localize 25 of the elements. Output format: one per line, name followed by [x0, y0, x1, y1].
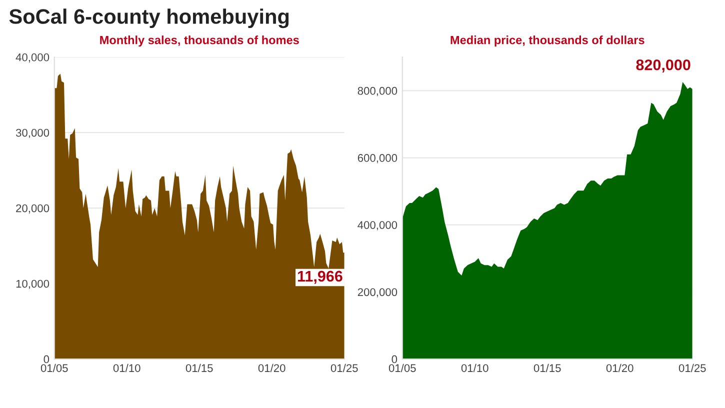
y-tick-label: 600,000	[358, 154, 398, 164]
y-tick-label: 200,000	[358, 288, 398, 298]
y-tick-label: 0	[392, 355, 398, 364]
x-tick-label: 01/25	[678, 364, 706, 372]
y-tick-label: 400,000	[358, 221, 398, 230]
y-tick-label: 40,000	[16, 53, 50, 63]
chart-subtitle: Monthly sales, thousands of homes	[100, 36, 299, 47]
x-tick-label: 01/15	[534, 364, 561, 372]
y-tick-label: 20,000	[16, 204, 50, 214]
x-tick-label: 01/20	[606, 364, 634, 372]
y-tick-label: 0	[44, 355, 50, 364]
x-tick-label: 01/05	[40, 364, 68, 372]
chart-title: SoCal 6-county homebuying	[9, 8, 289, 28]
x-tick-label: 01/05	[388, 364, 416, 372]
x-tick-label: 01/15	[186, 364, 213, 372]
annotation: 820,000	[636, 59, 690, 72]
x-tick-label: 01/10	[113, 364, 140, 372]
chart-subtitle: Median price, thousands of dollars	[450, 36, 644, 47]
annotation: 11,966	[298, 270, 342, 284]
x-tick-label: 01/20	[258, 364, 286, 372]
y-tick-label: 800,000	[358, 86, 398, 96]
x-tick-label: 01/25	[330, 364, 358, 372]
x-tick-label: 01/10	[461, 364, 488, 372]
y-tick-label: 30,000	[16, 128, 50, 138]
y-tick-label: 10,000	[16, 280, 50, 290]
